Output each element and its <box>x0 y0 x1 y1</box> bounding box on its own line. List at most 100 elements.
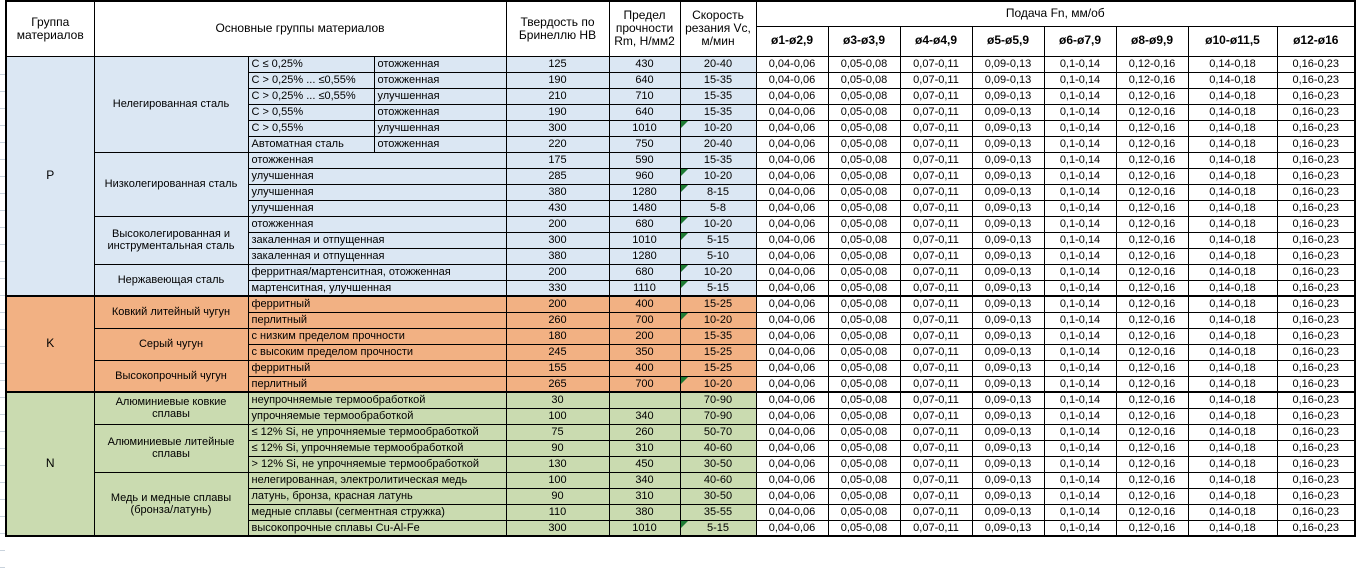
feed-cell[interactable]: 0,16-0,23 <box>1276 455 1356 473</box>
feed-cell[interactable]: 0,04-0,06 <box>755 103 829 121</box>
feed-cell[interactable]: 0,12-0,16 <box>1115 407 1189 425</box>
material-desc-cell[interactable]: мартенситная, улучшенная <box>247 279 507 297</box>
feed-cell[interactable]: 0,07-0,11 <box>899 311 973 329</box>
feed-cell[interactable]: 0,05-0,08 <box>827 407 901 425</box>
vc-cell[interactable]: 10-20 <box>679 119 757 137</box>
material-group-cell[interactable]: Нелегированная сталь <box>93 55 249 153</box>
material-desc-cell[interactable]: ферритный <box>247 295 507 313</box>
feed-cell[interactable]: 0,05-0,08 <box>827 295 901 313</box>
vc-cell[interactable]: 15-25 <box>679 343 757 361</box>
hb-cell[interactable]: 200 <box>505 215 610 233</box>
feed-cell[interactable]: 0,05-0,08 <box>827 503 901 521</box>
material-desc-cell[interactable]: высокопрочные сплавы Cu-Al-Fe <box>247 519 507 537</box>
feed-cell[interactable]: 0,04-0,06 <box>755 215 829 233</box>
hb-cell[interactable]: 380 <box>505 183 610 201</box>
feed-cell[interactable]: 0,14-0,18 <box>1187 471 1278 489</box>
rm-cell[interactable]: 1010 <box>608 519 681 537</box>
material-desc-cell[interactable]: с высоким пределом прочности <box>247 343 507 361</box>
feed-cell[interactable]: 0,09-0,13 <box>971 503 1045 521</box>
feed-cell[interactable]: 0,14-0,18 <box>1187 87 1278 105</box>
feed-cell[interactable]: 0,16-0,23 <box>1276 487 1356 505</box>
vc-cell[interactable]: 20-40 <box>679 135 757 153</box>
header-feed-dia-3[interactable]: ø4-ø4,9 <box>899 25 973 57</box>
feed-cell[interactable]: 0,04-0,06 <box>755 231 829 249</box>
material-subtype-cell[interactable]: C > 0,55% <box>247 119 375 137</box>
feed-cell[interactable]: 0,05-0,08 <box>827 151 901 169</box>
feed-cell[interactable]: 0,12-0,16 <box>1115 135 1189 153</box>
feed-cell[interactable]: 0,14-0,18 <box>1187 407 1278 425</box>
material-state-cell[interactable]: отожженная <box>373 71 507 89</box>
vc-cell[interactable]: 5-15 <box>679 231 757 249</box>
hb-cell[interactable]: 110 <box>505 503 610 521</box>
header-strength-col[interactable]: Предел прочности Rm, Н/мм2 <box>608 0 681 57</box>
feed-cell[interactable]: 0,14-0,18 <box>1187 183 1278 201</box>
rm-cell[interactable]: 1010 <box>608 231 681 249</box>
feed-cell[interactable]: 0,07-0,11 <box>899 167 973 185</box>
rm-cell[interactable]: 680 <box>608 263 681 281</box>
feed-cell[interactable]: 0,05-0,08 <box>827 71 901 89</box>
feed-cell[interactable]: 0,16-0,23 <box>1276 503 1356 521</box>
header-feed-dia-4[interactable]: ø5-ø5,9 <box>971 25 1045 57</box>
feed-cell[interactable]: 0,05-0,08 <box>827 519 901 537</box>
feed-cell[interactable]: 0,04-0,06 <box>755 279 829 297</box>
feed-cell[interactable]: 0,16-0,23 <box>1276 407 1356 425</box>
feed-cell[interactable]: 0,05-0,08 <box>827 343 901 361</box>
vc-cell[interactable]: 15-25 <box>679 295 757 313</box>
material-desc-cell[interactable]: улучшенная <box>247 183 507 201</box>
feed-cell[interactable]: 0,1-0,14 <box>1043 311 1117 329</box>
vc-cell[interactable]: 15-35 <box>679 151 757 169</box>
feed-cell[interactable]: 0,07-0,11 <box>899 71 973 89</box>
feed-cell[interactable]: 0,05-0,08 <box>827 439 901 457</box>
feed-cell[interactable]: 0,09-0,13 <box>971 167 1045 185</box>
material-desc-cell[interactable]: закаленная и отпущенная <box>247 231 507 249</box>
feed-cell[interactable]: 0,05-0,08 <box>827 247 901 265</box>
material-subtype-cell[interactable]: C > 0,55% <box>247 103 375 121</box>
hb-cell[interactable]: 210 <box>505 87 610 105</box>
feed-cell[interactable]: 0,16-0,23 <box>1276 423 1356 441</box>
rm-cell[interactable]: 350 <box>608 343 681 361</box>
feed-cell[interactable]: 0,12-0,16 <box>1115 71 1189 89</box>
feed-cell[interactable]: 0,09-0,13 <box>971 343 1045 361</box>
feed-cell[interactable]: 0,04-0,06 <box>755 167 829 185</box>
hb-cell[interactable]: 265 <box>505 375 610 393</box>
hb-cell[interactable]: 285 <box>505 167 610 185</box>
hb-cell[interactable]: 100 <box>505 471 610 489</box>
feed-cell[interactable]: 0,12-0,16 <box>1115 167 1189 185</box>
feed-cell[interactable]: 0,09-0,13 <box>971 263 1045 281</box>
material-group-cell[interactable]: Низколегированная сталь <box>93 151 249 217</box>
feed-cell[interactable]: 0,16-0,23 <box>1276 311 1356 329</box>
feed-cell[interactable]: 0,14-0,18 <box>1187 151 1278 169</box>
feed-cell[interactable]: 0,04-0,06 <box>755 455 829 473</box>
feed-cell[interactable]: 0,07-0,11 <box>899 503 973 521</box>
material-desc-cell[interactable]: ферритная/мартенситная, отожженная <box>247 263 507 281</box>
feed-cell[interactable]: 0,05-0,08 <box>827 215 901 233</box>
material-subtype-cell[interactable]: C > 0,25% ... ≤0,55% <box>247 87 375 105</box>
rm-cell[interactable]: 340 <box>608 471 681 489</box>
feed-cell[interactable]: 0,07-0,11 <box>899 327 973 345</box>
feed-cell[interactable]: 0,07-0,11 <box>899 471 973 489</box>
feed-cell[interactable]: 0,1-0,14 <box>1043 231 1117 249</box>
feed-cell[interactable]: 0,05-0,08 <box>827 199 901 217</box>
vc-cell[interactable]: 15-25 <box>679 359 757 377</box>
feed-cell[interactable]: 0,1-0,14 <box>1043 151 1117 169</box>
hb-cell[interactable]: 380 <box>505 247 610 265</box>
feed-cell[interactable]: 0,1-0,14 <box>1043 247 1117 265</box>
material-desc-cell[interactable]: латунь, бронза, красная латунь <box>247 487 507 505</box>
feed-cell[interactable]: 0,16-0,23 <box>1276 119 1356 137</box>
rm-cell[interactable]: 450 <box>608 455 681 473</box>
feed-cell[interactable]: 0,12-0,16 <box>1115 343 1189 361</box>
feed-cell[interactable]: 0,05-0,08 <box>827 471 901 489</box>
feed-cell[interactable]: 0,16-0,23 <box>1276 327 1356 345</box>
header-speed-col[interactable]: Скорость резания Vc, м/мин <box>679 0 757 57</box>
feed-cell[interactable]: 0,07-0,11 <box>899 487 973 505</box>
feed-cell[interactable]: 0,09-0,13 <box>971 183 1045 201</box>
feed-cell[interactable]: 0,12-0,16 <box>1115 487 1189 505</box>
feed-cell[interactable]: 0,1-0,14 <box>1043 487 1117 505</box>
feed-cell[interactable]: 0,04-0,06 <box>755 119 829 137</box>
feed-cell[interactable]: 0,1-0,14 <box>1043 87 1117 105</box>
material-state-cell[interactable]: улучшенная <box>373 87 507 105</box>
feed-cell[interactable]: 0,14-0,18 <box>1187 279 1278 297</box>
group-code-cell[interactable]: K <box>5 295 95 393</box>
rm-cell[interactable]: 680 <box>608 215 681 233</box>
feed-cell[interactable]: 0,09-0,13 <box>971 487 1045 505</box>
